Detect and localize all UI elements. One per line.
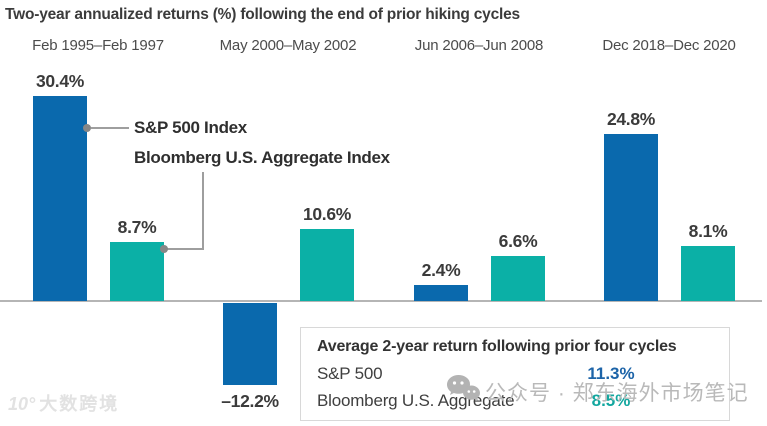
logo-text: 大数跨境	[39, 394, 120, 414]
bar-agg-group2	[300, 229, 354, 301]
bar-sp500-group4	[604, 134, 658, 301]
chart-title: Two-year annualized returns (%) followin…	[5, 6, 520, 23]
average-returns-box: Average 2-year return following prior fo…	[300, 327, 730, 421]
bar-sp500-group2	[223, 303, 277, 385]
bar-sp500-group3	[414, 285, 468, 301]
callout-dot-agg	[160, 245, 168, 253]
average-box-title: Average 2-year return following prior fo…	[317, 338, 677, 355]
watermark-text: 公众号 · 郑东海外市场笔记	[485, 381, 749, 405]
period-label-3: Jun 2006–Jun 2008	[414, 37, 544, 54]
period-label-4: Dec 2018–Dec 2020	[602, 37, 736, 54]
bar-value-label: 8.1%	[688, 221, 728, 241]
legend-sp500-label: S&P 500 Index	[134, 118, 247, 137]
callout-line-agg-vertical	[202, 172, 204, 250]
bar-value-label: 30.4%	[35, 71, 85, 91]
legend-agg-label: Bloomberg U.S. Aggregate Index	[134, 148, 390, 167]
bar-value-label: –12.2%	[221, 391, 279, 411]
bar-agg-group3	[491, 256, 545, 301]
bar-value-label: 10.6%	[302, 204, 352, 224]
period-label-1: Feb 1995–Feb 1997	[32, 37, 164, 54]
bottom-left-logo: 10° 大数跨境	[8, 390, 119, 416]
period-label-2: May 2000–May 2002	[219, 37, 357, 54]
average-sp500-value: 11.3%	[587, 364, 635, 383]
bar-value-label: 6.6%	[498, 231, 538, 251]
callout-line-agg-horizontal	[167, 248, 204, 250]
bar-agg-group1	[110, 242, 164, 301]
bar-value-label: 8.7%	[117, 217, 157, 237]
callout-dot-sp500	[83, 124, 91, 132]
average-agg-value: 8.5%	[591, 391, 631, 410]
bar-sp500-group1	[33, 96, 87, 301]
wechat-watermark: 公众号 · 郑东海外市场笔记	[446, 374, 749, 409]
wechat-icon	[446, 374, 480, 409]
callout-line-sp500	[91, 127, 129, 129]
average-sp500-label: S&P 500	[317, 364, 383, 383]
logo-mark: 10°	[8, 394, 36, 414]
zero-axis-line	[0, 300, 762, 302]
bar-agg-group4	[681, 246, 735, 301]
bar-value-label: 2.4%	[421, 260, 461, 280]
bar-value-label: 24.8%	[606, 109, 656, 129]
